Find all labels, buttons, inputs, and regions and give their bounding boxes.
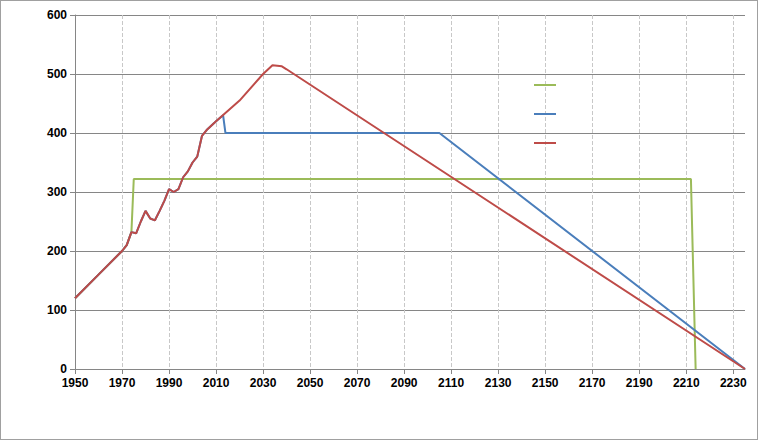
svg-text:2230: 2230 [720, 376, 747, 390]
svg-text:1950: 1950 [62, 376, 89, 390]
svg-text:2110: 2110 [438, 376, 464, 390]
svg-text:2150: 2150 [532, 376, 559, 390]
svg-text:300: 300 [47, 185, 67, 199]
svg-text:2130: 2130 [485, 376, 512, 390]
svg-text:1970: 1970 [109, 376, 136, 390]
svg-text:0: 0 [60, 362, 67, 376]
svg-text:2030: 2030 [250, 376, 277, 390]
svg-text:2090: 2090 [391, 376, 418, 390]
svg-text:1990: 1990 [156, 376, 183, 390]
svg-text:2010: 2010 [203, 376, 230, 390]
svg-text:2170: 2170 [579, 376, 606, 390]
svg-text:500: 500 [47, 67, 67, 81]
svg-text:100: 100 [47, 303, 67, 317]
svg-text:2050: 2050 [297, 376, 324, 390]
svg-text:200: 200 [47, 244, 67, 258]
svg-text:2070: 2070 [344, 376, 371, 390]
svg-text:400: 400 [47, 126, 67, 140]
svg-text:2190: 2190 [626, 376, 653, 390]
svg-text:600: 600 [47, 8, 67, 22]
svg-text:2210: 2210 [673, 376, 700, 390]
